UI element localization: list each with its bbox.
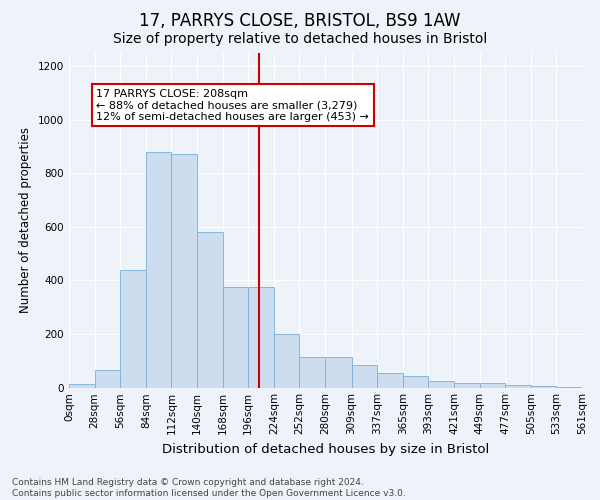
Bar (428, 381, 454, 388)
Bar (146, 152, 172, 388)
Bar (274, 334, 299, 388)
Bar (120, 270, 146, 388)
Text: Contains HM Land Registry data © Crown copyright and database right 2024.
Contai: Contains HM Land Registry data © Crown c… (12, 478, 406, 498)
Bar (248, 287, 274, 388)
Bar (531, 386, 556, 388)
Bar (454, 382, 479, 388)
Bar (556, 386, 582, 388)
Text: Size of property relative to detached houses in Bristol: Size of property relative to detached ho… (113, 32, 487, 46)
Bar (403, 376, 428, 388)
Text: 17, PARRYS CLOSE, BRISTOL, BS9 1AW: 17, PARRYS CLOSE, BRISTOL, BS9 1AW (139, 12, 461, 30)
Bar (325, 356, 352, 388)
Bar (223, 287, 248, 388)
Bar (197, 232, 223, 388)
Bar (377, 373, 403, 388)
X-axis label: Distribution of detached houses by size in Bristol: Distribution of detached houses by size … (162, 443, 489, 456)
Text: 17 PARRYS CLOSE: 208sqm
← 88% of detached houses are smaller (3,279)
12% of semi: 17 PARRYS CLOSE: 208sqm ← 88% of detache… (97, 88, 370, 122)
Bar (505, 385, 531, 388)
Bar (299, 356, 325, 388)
Y-axis label: Number of detached properties: Number of detached properties (19, 127, 32, 313)
Bar (479, 382, 505, 388)
Bar (69, 384, 95, 388)
Bar (172, 154, 197, 388)
Bar (352, 364, 377, 388)
Bar (95, 370, 120, 388)
